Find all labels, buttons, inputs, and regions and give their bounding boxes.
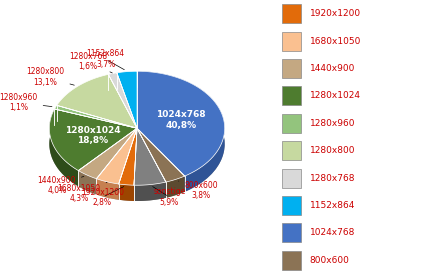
Bar — [282, 32, 301, 51]
Bar — [282, 59, 301, 78]
Polygon shape — [134, 128, 166, 185]
Polygon shape — [54, 105, 137, 128]
Ellipse shape — [49, 87, 224, 201]
Polygon shape — [137, 71, 224, 192]
Bar — [282, 251, 301, 270]
Text: 1280x1024
18,8%: 1280x1024 18,8% — [65, 126, 120, 145]
Polygon shape — [137, 71, 224, 176]
Text: 1680x1050: 1680x1050 — [309, 37, 360, 45]
Bar — [282, 86, 301, 105]
Polygon shape — [96, 179, 118, 200]
Text: 1440x900
4,0%: 1440x900 4,0% — [37, 176, 84, 195]
Bar — [282, 4, 301, 23]
Bar — [282, 196, 301, 215]
Text: 1280x768: 1280x768 — [309, 174, 354, 182]
Text: 800x600: 800x600 — [309, 256, 349, 265]
Polygon shape — [118, 128, 137, 185]
Polygon shape — [56, 74, 137, 128]
Polygon shape — [166, 176, 184, 198]
Text: 1280x800
13,1%: 1280x800 13,1% — [26, 67, 74, 87]
Bar — [282, 114, 301, 133]
Text: 1440x900: 1440x900 — [309, 64, 354, 73]
Text: 1280x960
1,1%: 1280x960 1,1% — [0, 93, 52, 112]
Text: 1152x864: 1152x864 — [309, 201, 354, 210]
Bar — [282, 169, 301, 188]
Text: 1024x768: 1024x768 — [309, 229, 354, 237]
Polygon shape — [117, 71, 137, 128]
Bar — [282, 141, 301, 160]
Polygon shape — [78, 171, 96, 195]
Bar — [282, 223, 301, 242]
Polygon shape — [49, 109, 78, 186]
Text: 1152x864
3,7%: 1152x864 3,7% — [86, 50, 124, 70]
Text: 1280x1024: 1280x1024 — [309, 92, 360, 100]
Text: sonstige
5,9%: sonstige 5,9% — [152, 187, 185, 207]
Polygon shape — [108, 73, 137, 128]
Text: 1920x1200: 1920x1200 — [309, 9, 360, 18]
Text: 1280x800: 1280x800 — [309, 146, 354, 155]
Text: 1024x768
40,8%: 1024x768 40,8% — [155, 110, 205, 130]
Polygon shape — [118, 184, 134, 201]
Polygon shape — [78, 128, 137, 179]
Text: 1680x1050
4,3%: 1680x1050 4,3% — [57, 182, 107, 203]
Polygon shape — [137, 128, 184, 182]
Text: 1280x768
1,6%: 1280x768 1,6% — [69, 52, 112, 73]
Text: 800x600
3,8%: 800x600 3,8% — [178, 181, 217, 200]
Polygon shape — [134, 182, 166, 201]
Polygon shape — [49, 109, 137, 171]
Text: 1920x1200
2,8%: 1920x1200 2,8% — [81, 187, 124, 207]
Polygon shape — [96, 128, 137, 184]
Text: 1280x960: 1280x960 — [309, 119, 354, 128]
